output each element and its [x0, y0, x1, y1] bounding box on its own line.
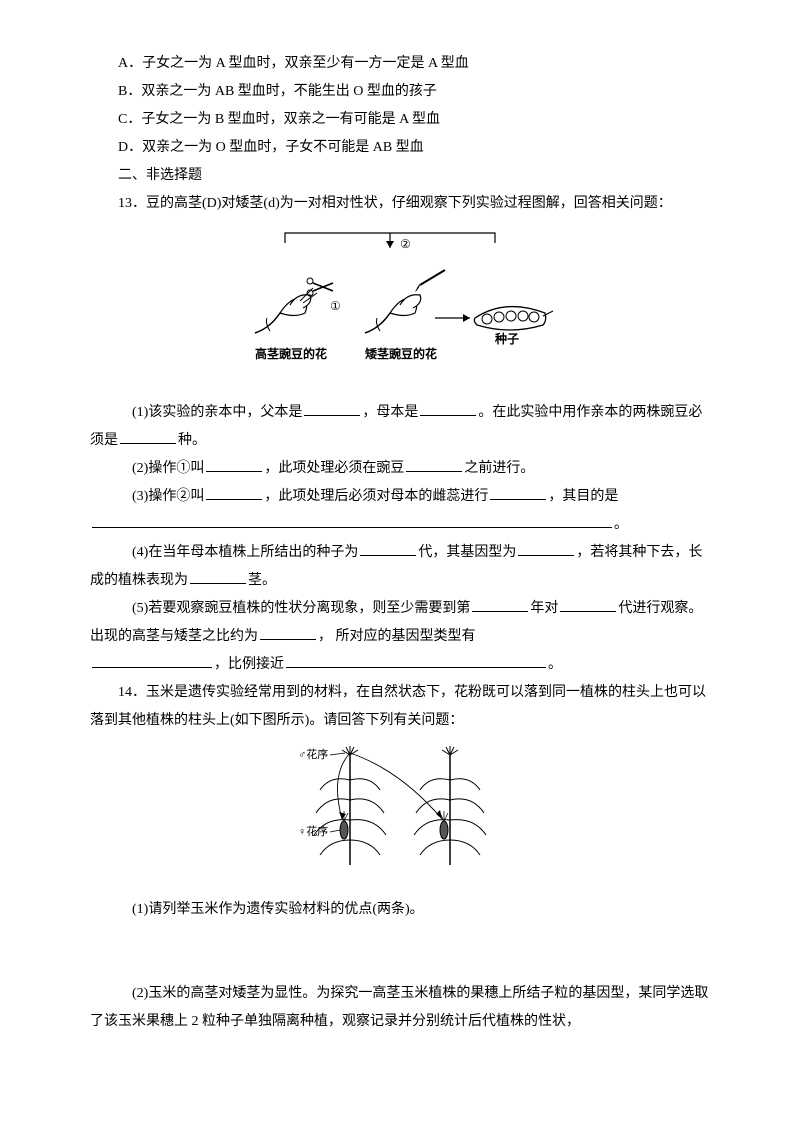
q13-sub3-a: (3)操作②叫	[132, 489, 204, 504]
blank	[360, 539, 416, 556]
q13-sub3-line2: 。	[90, 511, 710, 539]
q14-sub1: (1)请列举玉米作为遗传实验材料的优点(两条)。	[90, 896, 710, 924]
blank	[304, 399, 360, 416]
q13-sub3: (3)操作②叫 ，此项处理后必须对母本的雌蕊进行 ，其目的是	[90, 483, 710, 511]
label-dwarf-pea: 矮茎豌豆的花	[364, 346, 437, 361]
blank	[190, 567, 246, 584]
q14-sub1-blank	[90, 924, 710, 952]
label-tall-pea: 高茎豌豆的花	[255, 346, 327, 361]
blank	[472, 595, 528, 612]
option-b: B．双亲之一为 AB 型血时，不能生出 O 型血的孩子	[90, 78, 710, 106]
q13-sub1: (1)该实验的亲本中，父本是，母本是。在此实验中用作亲本的两株豌豆必须是种。	[90, 399, 710, 455]
pea-experiment-diagram: ② ①	[235, 228, 565, 378]
q13-sub5: (5)若要观察豌豆植株的性状分离现象，则至少需要到第年对代进行观察。出现的高茎与…	[90, 595, 710, 651]
label-seed: 种子	[494, 331, 519, 346]
female-label: ♀花序	[298, 824, 328, 838]
option-c: C．子女之一为 B 型血时，双亲之一有可能是 A 型血	[90, 106, 710, 134]
q13-sub1-d: 种。	[178, 433, 206, 448]
q13-sub3-d: 。	[614, 517, 628, 532]
blank	[206, 483, 262, 500]
blank	[260, 623, 316, 640]
q13-sub4-b: 代，其基因型为	[418, 545, 516, 560]
q13-stem: 13．豆的高茎(D)对矮茎(d)为一对相对性状，仔细观察下列实验过程图解，回答相…	[90, 190, 710, 218]
blank	[206, 455, 262, 472]
q13-sub5-d: ， 所对应的基因型类型有	[318, 629, 476, 644]
option-a: A．子女之一为 A 型血时，双亲至少有一方一定是 A 型血	[90, 50, 710, 78]
q13-sub2-b: ，此项处理必须在豌豆	[264, 461, 404, 476]
q13-sub4-a: (4)在当年母本植株上所结出的种子为	[132, 545, 358, 560]
corn-diagram: ♂花序 ♀花序	[280, 745, 520, 875]
q13-sub3-c: ，其目的是	[548, 489, 618, 504]
q14-sub2: (2)玉米的高茎对矮茎为显性。为探究一高茎玉米植株的果穗上所结子粒的基因型，某同…	[90, 980, 710, 1036]
section-2-title: 二、非选择题	[90, 162, 710, 190]
arrow-2-label: ②	[400, 237, 411, 251]
blank	[286, 651, 546, 668]
q13-sub2-a: (2)操作①叫	[132, 461, 204, 476]
arrow-1-label: ①	[330, 299, 341, 313]
male-label: ♂花序	[298, 747, 328, 761]
q13-sub5-b: 年对	[530, 601, 558, 616]
q13-sub2-c: 之前进行。	[464, 461, 534, 476]
q14-stem: 14．玉米是遗传实验经常用到的材料，在自然状态下，花粉既可以落到同一植株的柱头上…	[90, 679, 710, 735]
q13-figure: ② ①	[90, 228, 710, 389]
blank	[92, 511, 612, 528]
blank	[560, 595, 616, 612]
blank	[490, 483, 546, 500]
q13-sub5-a: (5)若要观察豌豆植株的性状分离现象，则至少需要到第	[132, 601, 470, 616]
q13-sub5-line2: ，比例接近 。	[90, 651, 710, 679]
q13-sub4: (4)在当年母本植株上所结出的种子为代，其基因型为，若将其种下去，长成的植株表现…	[90, 539, 710, 595]
q13-sub1-b: ，母本是	[362, 405, 418, 420]
q13-sub2: (2)操作①叫 ，此项处理必须在豌豆 之前进行。	[90, 455, 710, 483]
blank	[406, 455, 462, 472]
option-d: D．双亲之一为 O 型血时，子女不可能是 AB 型血	[90, 134, 710, 162]
blank	[92, 651, 212, 668]
q13-sub4-d: 茎。	[248, 573, 276, 588]
q13-sub5-e: ，比例接近	[214, 657, 284, 672]
q13-sub3-b: ，此项处理后必须对母本的雌蕊进行	[264, 489, 488, 504]
blank	[120, 427, 176, 444]
blank	[518, 539, 574, 556]
blank	[420, 399, 476, 416]
q14-sub1-blank2	[90, 952, 710, 980]
q13-sub1-a: (1)该实验的亲本中，父本是	[132, 405, 302, 420]
q14-figure: ♂花序 ♀花序	[90, 745, 710, 886]
q13-sub5-f: 。	[548, 657, 562, 672]
